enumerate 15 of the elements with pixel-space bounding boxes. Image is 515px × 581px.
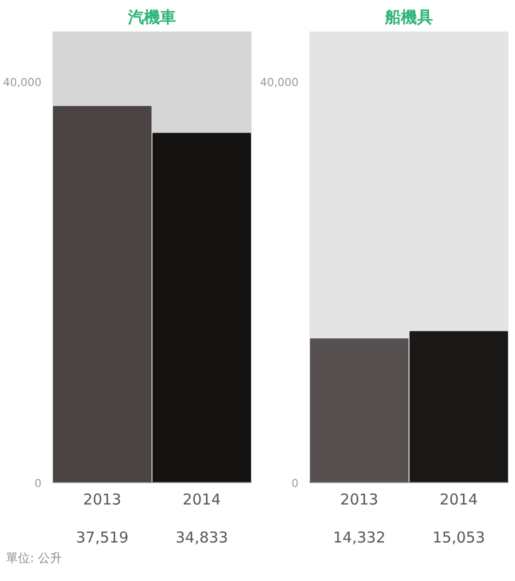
x-tick-label: 2014 (182, 490, 221, 508)
data-label: 15,053 (432, 528, 486, 546)
y-tick-label: 0 (292, 477, 298, 490)
x-tick-label: 2013 (83, 490, 122, 508)
data-label: 34,833 (176, 528, 228, 546)
y-tick-label: 40,000 (260, 76, 299, 90)
text: 單位: 公升 (6, 550, 62, 567)
x-tick-label: 2013 (340, 490, 378, 508)
data-label: 37,519 (76, 528, 129, 546)
data-label: 14,332 (333, 528, 386, 546)
chart-title: 船機具 (384, 8, 433, 26)
chart-title: 汽機車 (127, 8, 176, 26)
x-tick-label: 2014 (440, 490, 478, 508)
y-tick-label: 40,000 (3, 76, 42, 90)
y-tick-label: 0 (34, 477, 42, 490)
